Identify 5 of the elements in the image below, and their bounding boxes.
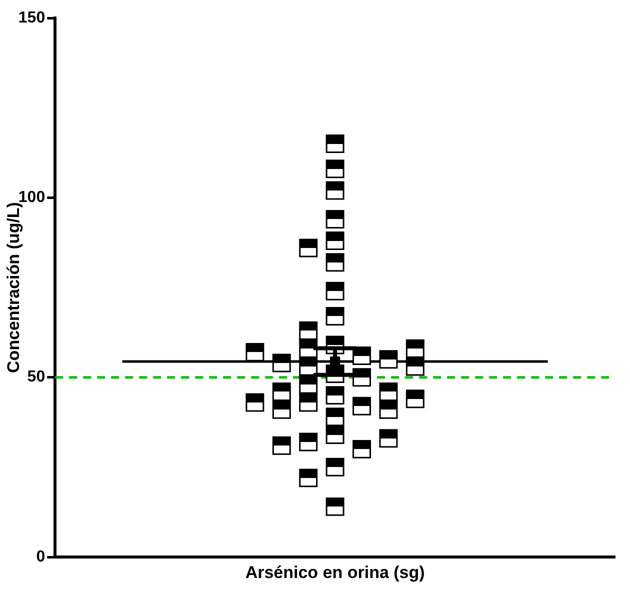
y-tick-label: 150 — [18, 9, 46, 26]
y-tick-label: 0 — [36, 548, 46, 566]
y-tick-label: 50 — [27, 368, 46, 386]
y-axis-title: Concentración (ug/L) — [4, 202, 23, 373]
x-tick-label: Arsénico en orina (sg) — [245, 563, 425, 582]
